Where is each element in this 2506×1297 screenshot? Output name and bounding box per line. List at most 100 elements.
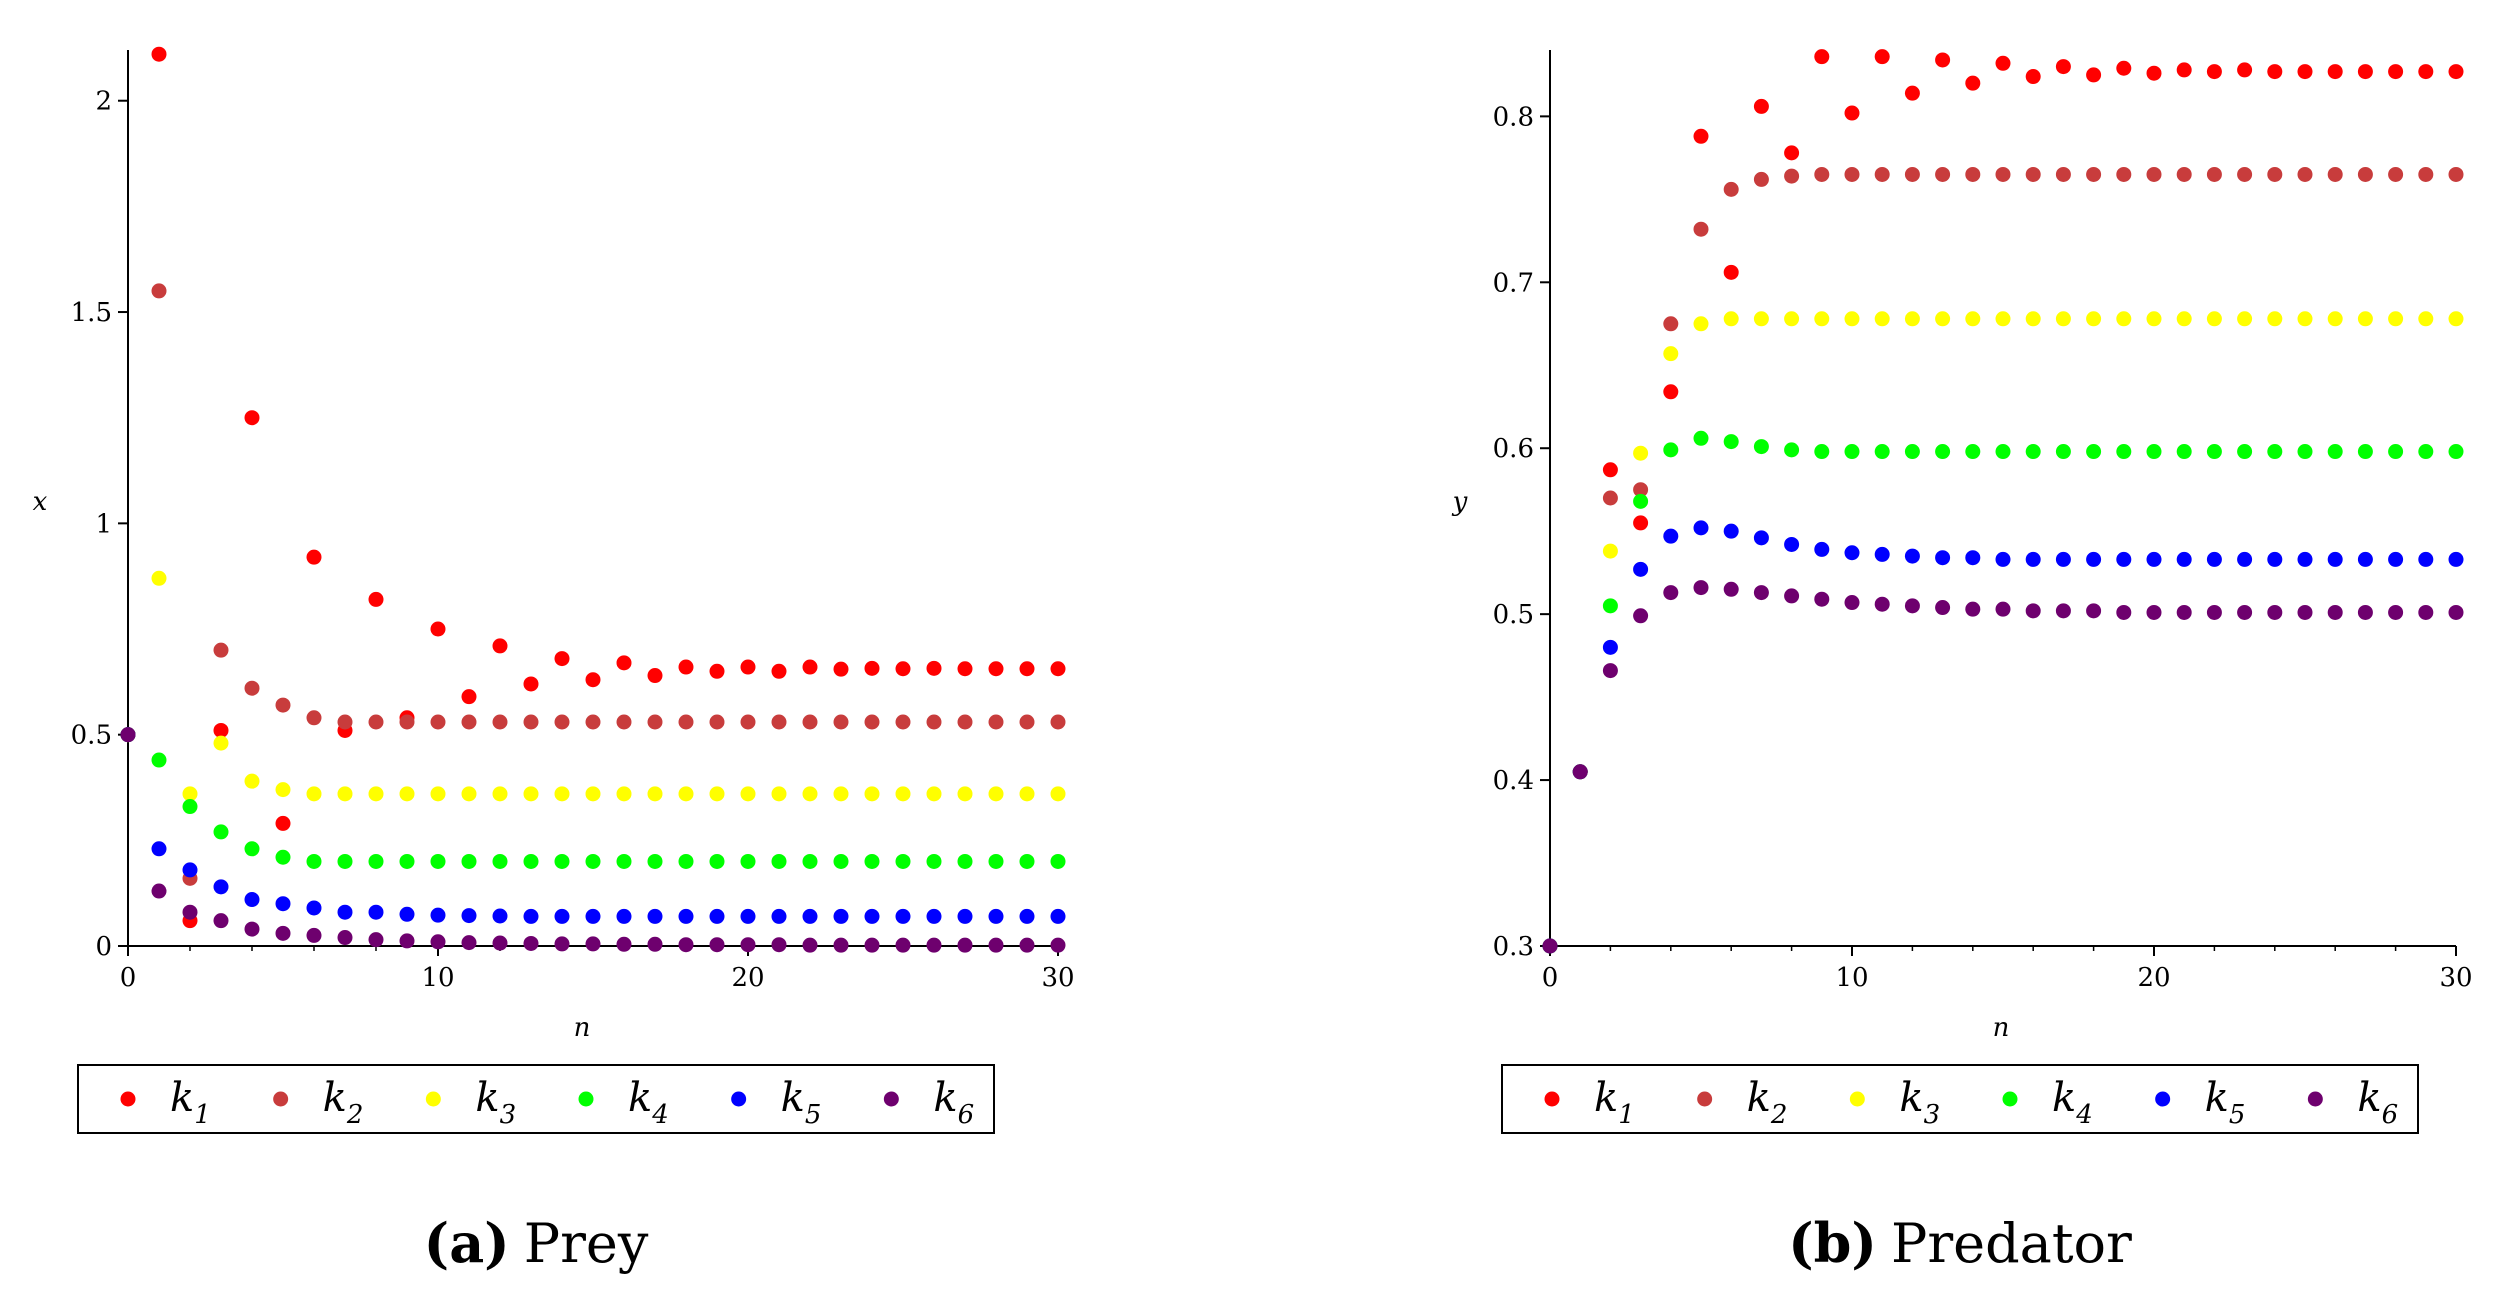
predator-point-k1 [1753, 98, 1769, 114]
prey-point-k5 [430, 907, 446, 923]
legend-label-k3: k3 [475, 1075, 516, 1130]
predator-point-k5 [2237, 551, 2253, 567]
predator-ytick-label: 0.3 [1493, 932, 1534, 962]
prey-point-k6 [1050, 937, 1066, 953]
predator-point-k5 [1602, 639, 1618, 655]
prey-point-k3 [895, 786, 911, 802]
prey-ylabel: x [33, 487, 48, 517]
predator-point-k1 [2025, 69, 2041, 85]
predator-point-k4 [1753, 439, 1769, 455]
predator-point-k1 [2357, 64, 2373, 80]
prey-point-k2 [523, 714, 539, 730]
predator-point-k2 [2086, 166, 2102, 182]
prey-point-k2 [678, 714, 694, 730]
predator-point-k5 [2206, 551, 2222, 567]
prey-point-k1 [678, 659, 694, 675]
prey-point-k5 [213, 879, 229, 895]
predator-ytick-label: 0.8 [1493, 102, 1534, 132]
prey-point-k3 [771, 786, 787, 802]
prey-point-k6 [988, 937, 1004, 953]
predator-point-k4 [1995, 444, 2011, 460]
predator-point-k4 [1633, 493, 1649, 509]
predator-point-k4 [1693, 430, 1709, 446]
predator-caption-label: (b) [1788, 1211, 1877, 1275]
prey-point-k5 [523, 908, 539, 924]
prey-point-k4 [306, 853, 322, 869]
prey-ytick-label: 2 [95, 87, 112, 117]
predator-point-k1 [2086, 67, 2102, 83]
legend-marker-k6 [883, 1091, 899, 1107]
predator-point-k3 [2418, 311, 2434, 327]
prey-point-k5 [771, 908, 787, 924]
predator-point-k2 [2055, 166, 2071, 182]
prey-point-k2 [616, 714, 632, 730]
predator-point-k1 [1814, 49, 1830, 65]
prey-point-k1 [461, 689, 477, 705]
prey-point-k4 [182, 799, 198, 815]
prey-point-k2 [151, 283, 167, 299]
predator-point-k6 [2206, 604, 2222, 620]
prey-point-k2 [275, 697, 291, 713]
prey-point-k1 [864, 660, 880, 676]
predator-point-k1 [1904, 85, 1920, 101]
prey-point-k6 [771, 937, 787, 953]
predator-point-k5 [2418, 551, 2434, 567]
predator-caption-text: Predator [1891, 1212, 2132, 1275]
predator-point-k1 [2237, 62, 2253, 78]
prey-point-k3 [554, 786, 570, 802]
prey-point-k1 [988, 661, 1004, 677]
prey-point-k6 [709, 937, 725, 953]
predator-point-k4 [1965, 444, 1981, 460]
prey-point-k1 [833, 661, 849, 677]
prey-xtick-label: 20 [731, 963, 764, 993]
prey-point-k4 [213, 824, 229, 840]
predator-xtick-label: 10 [1835, 963, 1868, 993]
prey-point-k3 [1050, 786, 1066, 802]
predator-point-k4 [2418, 444, 2434, 460]
prey-point-k1 [957, 661, 973, 677]
predator-ytick-label: 0.7 [1493, 268, 1534, 298]
predator-point-k5 [1904, 548, 1920, 564]
prey-point-k6 [461, 935, 477, 951]
predator-point-k2 [1784, 168, 1800, 184]
predator-point-k6 [2388, 604, 2404, 620]
prey-point-k6 [368, 932, 384, 948]
predator-point-k2 [1904, 166, 1920, 182]
predator-point-k1 [1633, 515, 1649, 531]
prey-point-k5 [337, 904, 353, 920]
predator-point-k5 [1874, 546, 1890, 562]
predator-point-k3 [2146, 311, 2162, 327]
prey-point-k4 [399, 853, 415, 869]
predator-point-k2 [1602, 490, 1618, 506]
prey-point-k5 [306, 900, 322, 916]
legend-marker-k2 [1697, 1091, 1713, 1107]
predator-point-k6 [1663, 585, 1679, 601]
prey-xtick-label: 0 [120, 963, 137, 993]
predator-point-k2 [1814, 166, 1830, 182]
prey-point-k6 [523, 935, 539, 951]
predator-point-k1 [1874, 49, 1890, 65]
prey-xlabel: n [574, 1013, 591, 1043]
prey-point-k1 [523, 676, 539, 692]
predator-point-k1 [2116, 60, 2132, 76]
prey-point-k6 [554, 936, 570, 952]
legend-marker-k4 [2002, 1091, 2018, 1107]
legend-marker-k6 [2307, 1091, 2323, 1107]
predator-point-k4 [2176, 444, 2192, 460]
prey-point-k5 [616, 908, 632, 924]
prey-point-k2 [647, 714, 663, 730]
prey-point-k3 [647, 786, 663, 802]
legend-label-k2: k2 [323, 1075, 364, 1130]
prey-point-k5 [957, 908, 973, 924]
legend-label-k3: k3 [1899, 1075, 1940, 1130]
legend-marker-k5 [731, 1091, 747, 1107]
prey-point-k2 [802, 714, 818, 730]
predator-point-k6 [2176, 604, 2192, 620]
predator-point-k1 [2448, 64, 2464, 80]
predator-point-k3 [1753, 311, 1769, 327]
predator-point-k2 [1995, 166, 2011, 182]
predator-point-k3 [2055, 311, 2071, 327]
prey-point-k5 [275, 896, 291, 912]
prey-point-k2 [430, 714, 446, 730]
